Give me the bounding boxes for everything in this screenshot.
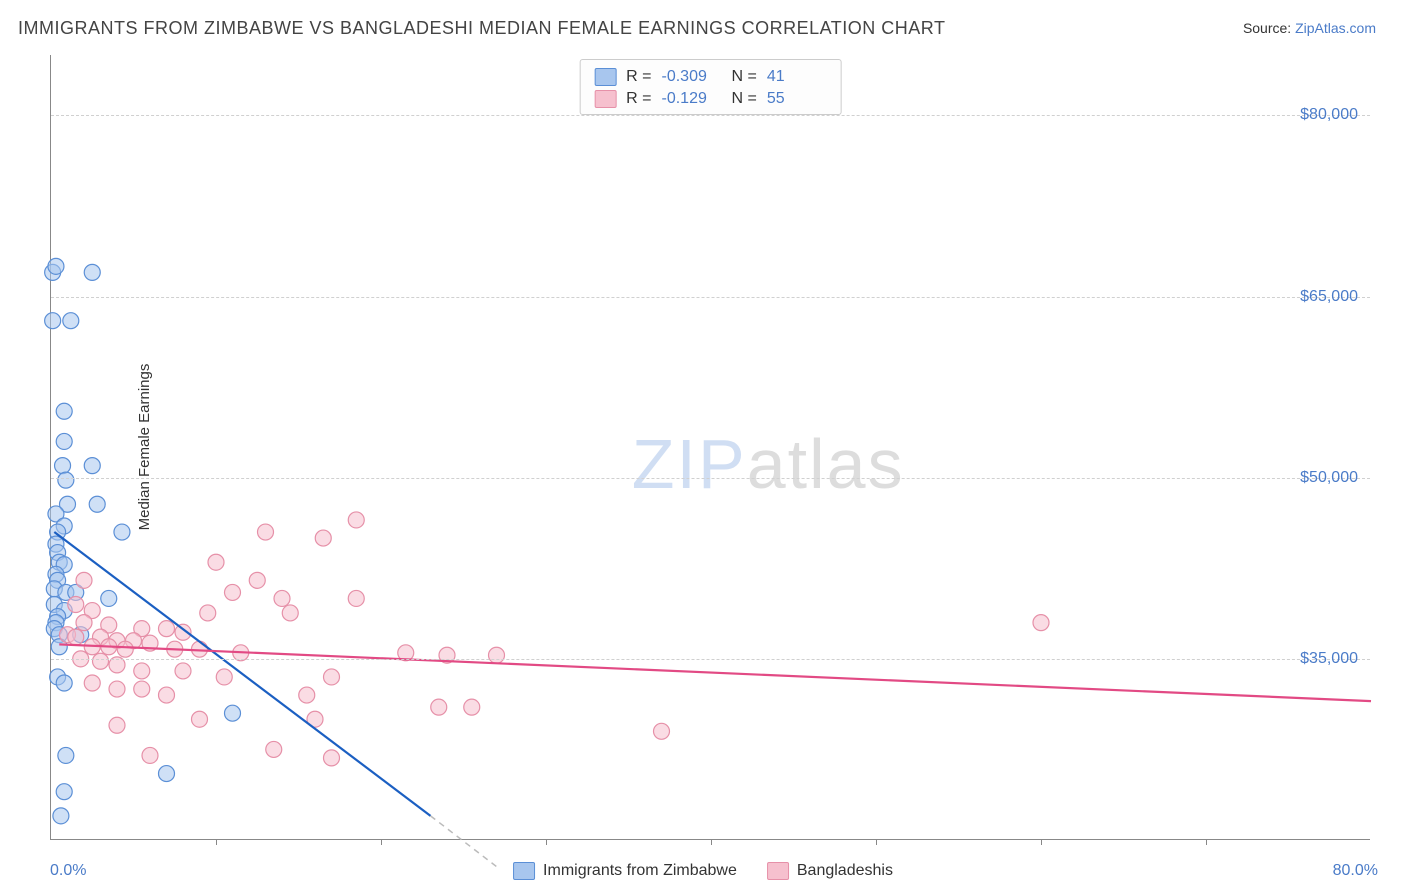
- series-legend: Immigrants from Zimbabwe Bangladeshis: [513, 862, 893, 880]
- chart-title: IMMIGRANTS FROM ZIMBABWE VS BANGLADESHI …: [18, 18, 945, 39]
- legend-swatch-0: [513, 862, 535, 880]
- x-tick: [546, 839, 547, 845]
- legend-item-0: Immigrants from Zimbabwe: [513, 862, 737, 880]
- y-tick-label: $80,000: [1300, 106, 1358, 124]
- x-tick: [876, 839, 877, 845]
- y-tick-label: $50,000: [1300, 469, 1358, 487]
- legend-swatch-1: [767, 862, 789, 880]
- y-tick-label: $35,000: [1300, 650, 1358, 668]
- source-link[interactable]: ZipAtlas.com: [1295, 20, 1376, 36]
- x-max-label: 80.0%: [1333, 862, 1378, 880]
- gridline: [51, 659, 1370, 660]
- legend-label-1: Bangladeshis: [797, 862, 893, 880]
- legend-item-1: Bangladeshis: [767, 862, 893, 880]
- x-tick: [1041, 839, 1042, 845]
- x-tick: [1206, 839, 1207, 845]
- gridline: [51, 478, 1370, 479]
- chart-svg: [51, 55, 1370, 839]
- x-tick: [711, 839, 712, 845]
- source-label: Source:: [1243, 20, 1291, 36]
- gridline: [51, 115, 1370, 116]
- y-tick-label: $65,000: [1300, 288, 1358, 306]
- x-tick: [216, 839, 217, 845]
- x-tick: [381, 839, 382, 845]
- legend-label-0: Immigrants from Zimbabwe: [543, 862, 737, 880]
- source: Source: ZipAtlas.com: [1243, 20, 1376, 36]
- gridline: [51, 297, 1370, 298]
- plot-area: Median Female Earnings ZIPatlas R = -0.3…: [50, 55, 1370, 840]
- x-min-label: 0.0%: [50, 862, 86, 880]
